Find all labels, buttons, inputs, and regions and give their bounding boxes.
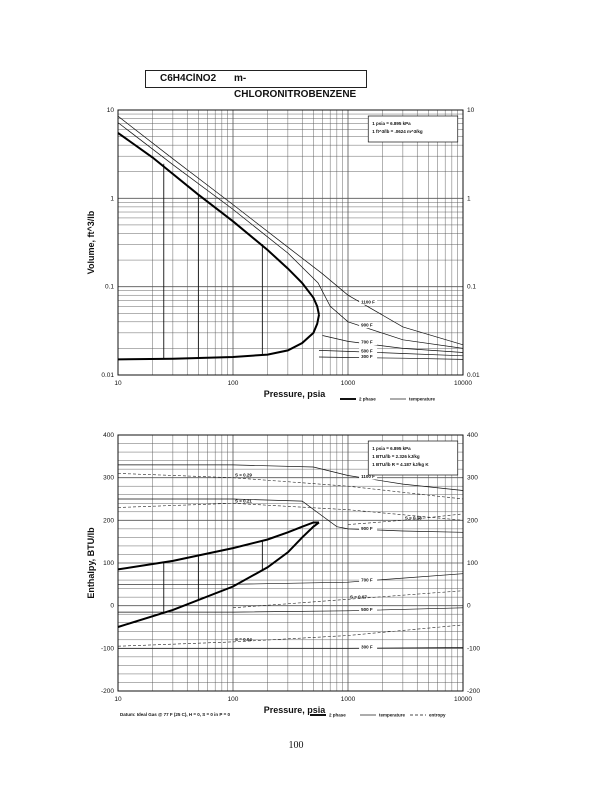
chart2-legend-label: 2 phase [329,713,346,718]
chart2-y-tick-label-left: 100 [103,560,114,567]
chart2-y-tick-label-right: -100 [467,645,480,652]
chart2-isotherm-label: 1100 F [361,474,375,479]
chart2-entropy-label: S = 0.18 [405,515,422,520]
chart2-x-tick-label: 10000 [454,696,472,703]
chart2-y-tick-label-right: 400 [467,432,478,439]
chart2-saturation-vapor-line [117,521,319,571]
chart2-legend-label: entropy [429,713,446,718]
chart2-isotherm-line [118,498,464,533]
chart2-x-tick-label: 1000 [341,696,356,703]
chart2-isotherm-label: 500 F [361,607,373,612]
chart1-y-tick-label-right: 1 [467,195,471,202]
chart2-saturation-liquid-line [117,521,320,628]
chart1-saturation-vapor-line [117,132,320,316]
chart2-x-axis-label: Pressure, psia [264,705,327,715]
chart1-isotherm-line [117,122,464,349]
chemical-formula: C6H4ClNO2 [160,73,217,84]
chart2-y-tick-label-left: 200 [103,517,114,524]
chart2-isotherm-label: 300 F [361,645,373,650]
chart2-y-tick-label-right: 100 [467,560,478,567]
chart2-y-tick-label-right: 200 [467,517,478,524]
chart1-grid [118,110,463,375]
chart2-isotherm-label-bg [359,606,378,613]
chart1-isotherm-line [318,356,464,360]
chart2-entropy-label: S = 0.21 [235,498,252,503]
chart2-y-tick-label-right: -200 [467,688,480,695]
chart1-isotherm-label: 1100 F [361,299,375,304]
chart1-isotherm-label: 300 F [361,354,373,359]
chart2-isotherm-label-bg [359,473,378,480]
chart2-isotherm-line [118,573,464,585]
chart2-entropy-line [117,502,464,521]
chart2-entropy-label: S = 0.04 [235,637,252,642]
chart1-x-tick-label: 100 [228,380,239,387]
chart2-legend-label: temperature [379,713,406,718]
chart2-y-tick-label-left: 400 [103,432,114,439]
chart1-isotherm-line [322,335,464,353]
chart1-legend-label: 2 phase [359,397,376,402]
chart1-plot-frame [117,109,464,376]
chart1-isotherm-label-bg [359,322,378,329]
chart1-x-tick-label: 1000 [341,380,356,387]
chart1-legend-label: temperature [409,397,436,402]
chart1-y-tick-label-right: 10 [467,107,475,114]
chart2-entropy-line [232,590,464,609]
chart1-isotherm-label-bg [359,339,378,346]
chart1-y-tick-label-left: 0.01 [101,372,114,379]
chart2-entropy-line [117,473,464,500]
chart1-y-tick-label-right: 0.01 [467,372,480,379]
chart1-y-tick-label-left: 1 [110,195,114,202]
chart1-conversion-note: 1 ft^3/lb = .0624 m^3/kg [372,129,423,134]
chart1-y-tick-label-left: 0.1 [105,284,114,291]
chart2-isotherm-line [118,607,464,613]
chart2-y-tick-label-right: 300 [467,475,478,482]
chart2-isotherm-label-bg [359,525,378,532]
chart2-y-tick-label-left: -200 [101,688,114,695]
chart2-y-axis-label: Enthalpy, BTU/lb [86,527,96,599]
chart1-x-axis-label: Pressure, psia [264,389,327,399]
chart1-isotherm-line [117,115,464,346]
chart-title-box: C6H4ClNO2 m-CHLORONITROBENZENE [145,70,367,100]
chart1-conversion-note: 1 psia = 6.895 kPa [372,121,411,126]
chart2-conversion-note: 1 BTU/lb R = 4.187 kJ/kg K [372,462,429,467]
chart2-isotherm-label-bg [359,644,378,651]
chart1-isotherm-label-bg [359,353,378,360]
chart2-isotherm-label-bg [359,577,378,584]
chart1-isotherm-label: 700 F [361,340,373,345]
chart2-x-tick-label: 100 [228,696,239,703]
chart1-y-tick-label-right: 0.1 [467,284,476,291]
chart2-entropy-label: S = 0.29 [235,473,252,478]
chart1-isotherm-label-bg [359,298,378,305]
chart1-y-axis-label: Volume, ft^3/lb [86,210,96,274]
chart2-conversion-note: 1 BTU/lb = 2.326 kJ/kg [372,454,420,459]
chart2-isotherm-label: 700 F [361,578,373,583]
chart2-entropy-label: S = 0.07 [350,594,367,599]
chart2-isotherm-line [118,464,464,491]
chart1-y-tick-label-left: 10 [107,107,115,114]
chart1-isotherm-label: 500 F [361,348,373,353]
chart1-saturation-liquid-line [117,314,320,361]
chart1-isotherm-label-bg [359,347,378,354]
chart2-y-tick-label-left: 300 [103,475,114,482]
page-number: 100 [288,740,304,751]
chart2-isotherm-line [118,647,464,649]
chart2-conversion-note: 1 psia = 6.895 kPa [372,446,411,451]
chart2-isotherm-label: 900 F [361,526,373,531]
chart1-conversion-box [367,115,459,143]
chart2-y-tick-label-right: 0 [467,603,471,610]
chart2-y-tick-label-left: 0 [110,603,114,610]
chart1-x-tick-label: 10 [114,380,122,387]
chart2-entropy-line [347,513,464,525]
chart2-entropy-line [117,624,464,647]
chart1-isotherm-label: 900 F [361,323,373,328]
chart2-datum-footnote: Datum: Ideal Gas @ 77 F (25 C), H = 0, S… [120,712,230,717]
chart2-conversion-box [367,440,459,476]
chart2-plot-frame [117,434,464,692]
chart1-x-tick-label: 10000 [454,380,472,387]
chemical-name: m-CHLORONITROBENZENE [234,73,357,100]
chart2-y-tick-label-left: -100 [101,645,114,652]
chart2-x-tick-label: 10 [114,696,122,703]
